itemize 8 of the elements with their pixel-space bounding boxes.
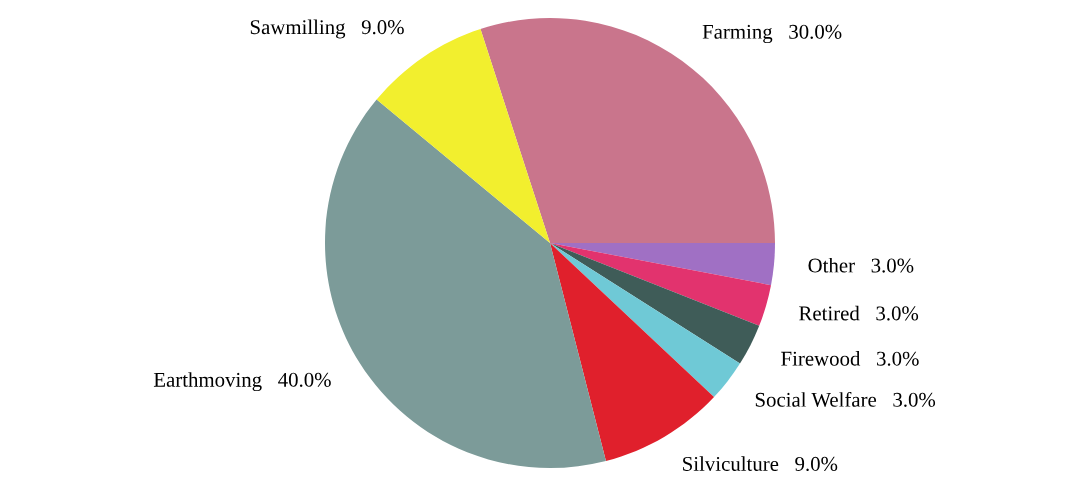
slice-label: Sawmilling 9.0% — [250, 19, 404, 39]
slice-label: Earthmoving 40.0% — [153, 372, 331, 392]
slice-label: Social Welfare 3.0% — [755, 391, 936, 407]
slice-label: Farming 30.0% — [702, 24, 842, 44]
slice-label: Firewood 3.0% — [781, 351, 919, 366]
slice-label: Retired 3.0% — [799, 305, 919, 321]
slice-label: Other 3.0% — [808, 257, 914, 273]
slice-label: Silviculture 9.0% — [683, 456, 838, 472]
